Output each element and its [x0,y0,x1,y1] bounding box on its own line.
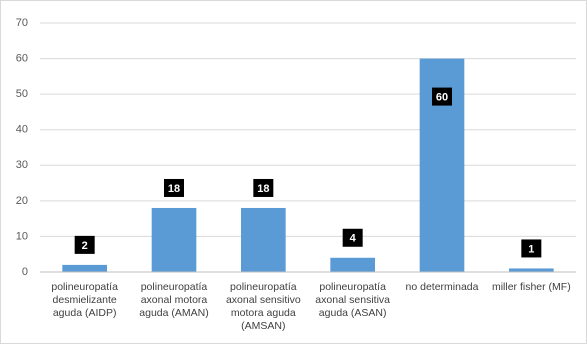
x-tick-label: polineuropatía axonal motora aguda (AMAN… [139,281,209,319]
data-label: 2 [82,240,88,252]
y-tick-label: 10 [16,230,28,242]
data-label: 18 [168,183,180,195]
y-tick-label: 40 [16,124,28,136]
y-tick-label: 0 [22,266,28,278]
bar [330,257,375,272]
y-tick-label: 70 [16,17,28,29]
data-label: 4 [350,233,357,245]
bar [151,207,197,272]
y-tick-label: 30 [16,159,28,171]
data-label-box [74,235,95,254]
bar [62,264,107,272]
y-tick-label: 60 [16,52,28,64]
data-label: 60 [436,91,448,103]
data-label-box [342,228,363,247]
y-tick-label: 20 [16,195,28,207]
data-label: 18 [257,183,269,195]
x-tick-label: no determinada [405,281,479,293]
y-tick-label: 50 [16,88,28,100]
x-tick-label: polineuropatía axonal sensitivo motora a… [225,281,301,332]
data-label-box [432,87,452,106]
data-label-box [521,239,542,258]
bar [241,207,286,272]
x-tick-label: polineuropatía axonal sensitiva aguda (A… [315,281,391,319]
bar [509,268,554,272]
data-label: 1 [528,243,534,255]
data-label-box [253,178,274,197]
x-tick-label: polineuropatía desmielizante aguda (AIDP… [51,281,118,319]
x-tick-label: miller fisher (MF) [491,281,571,293]
data-label-box [164,178,184,197]
